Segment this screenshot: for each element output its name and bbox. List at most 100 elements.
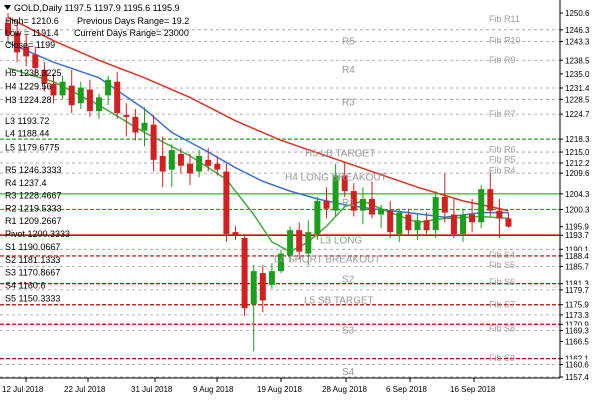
candle-body xyxy=(68,85,75,106)
fib-level-label: Fib R7 xyxy=(489,109,516,119)
candlestick[interactable] xyxy=(278,249,284,274)
candlestick[interactable] xyxy=(59,75,66,100)
candlesticks[interactable] xyxy=(5,13,512,352)
candlestick[interactable] xyxy=(460,208,466,242)
header-title: GOLD,Daily 1197.5 1197.9 1195.6 1195.9 xyxy=(14,3,179,13)
candlestick[interactable] xyxy=(505,212,512,228)
candlestick[interactable] xyxy=(214,155,221,176)
price-axis-label: 1169.3 xyxy=(565,327,589,336)
candlestick[interactable] xyxy=(96,93,102,119)
candlestick[interactable] xyxy=(259,265,266,313)
candlestick[interactable] xyxy=(378,204,385,229)
level-annotation: R1 xyxy=(342,198,355,209)
price-axis-label: 1173.3 xyxy=(565,311,589,320)
time-axis-labels: 12 Jul 2018 22 Jul 2018 31 Jul 2018 9 Aug 2… xyxy=(2,378,496,394)
candlestick[interactable] xyxy=(23,34,30,67)
price-axis-label: 1212.2 xyxy=(565,159,590,168)
candlestick[interactable] xyxy=(168,144,175,188)
candlestick[interactable] xyxy=(305,220,312,266)
price-tag xyxy=(563,168,599,179)
candlestick[interactable] xyxy=(232,226,239,240)
candlestick[interactable] xyxy=(14,25,21,63)
level-annotation: R3 xyxy=(342,97,355,108)
candlestick[interactable] xyxy=(332,163,339,217)
candlestick[interactable] xyxy=(314,196,321,240)
candlestick[interactable] xyxy=(177,148,184,174)
candlestick[interactable] xyxy=(159,136,166,188)
time-axis-label: 12 Jul 2018 xyxy=(2,385,44,394)
pivot-level-label: H5 1238.3225 xyxy=(5,68,62,78)
candlestick[interactable] xyxy=(123,103,130,137)
candlestick[interactable] xyxy=(478,185,485,229)
candlestick[interactable] xyxy=(405,208,412,237)
candlestick[interactable] xyxy=(5,13,11,41)
candlestick[interactable] xyxy=(50,73,57,104)
candle-body xyxy=(278,253,284,272)
level-annotation: S4 xyxy=(342,367,355,378)
candlestick[interactable] xyxy=(396,208,403,242)
price-tag xyxy=(563,82,599,93)
candlestick[interactable] xyxy=(350,183,357,217)
pivot-level-label: S2 1181.1333 xyxy=(5,255,60,265)
pivot-level-label: R4 1237.4 xyxy=(5,178,47,188)
candlestick[interactable] xyxy=(205,148,212,172)
candlestick[interactable] xyxy=(432,191,439,238)
candlestick[interactable] xyxy=(341,161,348,197)
candlestick[interactable] xyxy=(296,222,303,260)
candlestick[interactable] xyxy=(496,198,503,238)
candlestick[interactable] xyxy=(469,198,476,233)
candlestick[interactable] xyxy=(268,263,275,289)
candlestick[interactable] xyxy=(241,234,248,317)
candlestick[interactable] xyxy=(369,181,375,219)
candlestick[interactable] xyxy=(487,171,494,217)
price-axis-label: 1185.7 xyxy=(565,262,589,271)
fib-level-label: Fib R5 xyxy=(489,154,516,164)
header-low: Low = 1191.4 xyxy=(5,28,59,38)
candlestick[interactable] xyxy=(141,107,148,147)
candlestick[interactable] xyxy=(441,173,448,223)
candle-body xyxy=(86,89,93,112)
candle-body xyxy=(450,214,457,235)
candlestick[interactable] xyxy=(105,75,112,106)
price-tag xyxy=(563,147,599,158)
price-tag xyxy=(563,309,599,320)
chart-header: GOLD,Daily 1197.5 1197.9 1195.6 1195.9 H… xyxy=(4,3,189,50)
candle-body xyxy=(159,155,166,172)
candlestick[interactable] xyxy=(132,109,139,141)
candlestick[interactable] xyxy=(387,200,394,238)
candlestick[interactable] xyxy=(32,46,39,76)
candle-body xyxy=(23,46,30,57)
candlestick[interactable] xyxy=(77,81,84,110)
candlestick[interactable] xyxy=(450,198,457,238)
candle-body xyxy=(232,232,239,236)
price-axis-label: 1193.7 xyxy=(565,231,589,240)
fib-level-label: Fib R10 xyxy=(489,35,521,45)
price-axis-label: 1195.9 xyxy=(565,223,589,232)
candlestick[interactable] xyxy=(423,212,430,235)
candlestick[interactable] xyxy=(250,265,257,352)
candlestick[interactable] xyxy=(196,150,203,178)
candle-body xyxy=(14,32,21,53)
pivot-level-label: L3 1193.72 xyxy=(5,116,49,126)
candlestick[interactable] xyxy=(150,114,157,172)
fib-level-label: Fib S5 xyxy=(489,260,515,270)
candle-body xyxy=(487,189,494,211)
candlestick[interactable] xyxy=(223,163,230,242)
candlestick[interactable] xyxy=(359,187,366,225)
level-annotation: L5 SB TARGET xyxy=(304,296,374,307)
price-axis-labels: 1250.6 1246.3 1243.3 1238.5 1235.0 1231.4 1228… xyxy=(560,8,599,382)
candlestick[interactable] xyxy=(287,226,294,262)
candlestick[interactable] xyxy=(323,187,330,219)
price-tag xyxy=(563,24,599,35)
price-axis-label: 1204.3 xyxy=(565,190,590,199)
candlestick[interactable] xyxy=(86,79,93,117)
candlestick[interactable] xyxy=(414,214,421,240)
candlestick[interactable] xyxy=(41,62,48,92)
price-axis-label: 1218.3 xyxy=(565,135,590,144)
candlestick[interactable] xyxy=(114,71,121,119)
chevron-down-icon[interactable] xyxy=(4,5,11,10)
level-lines xyxy=(0,29,560,378)
candlestick[interactable] xyxy=(187,153,193,186)
candlestick[interactable] xyxy=(68,70,75,113)
